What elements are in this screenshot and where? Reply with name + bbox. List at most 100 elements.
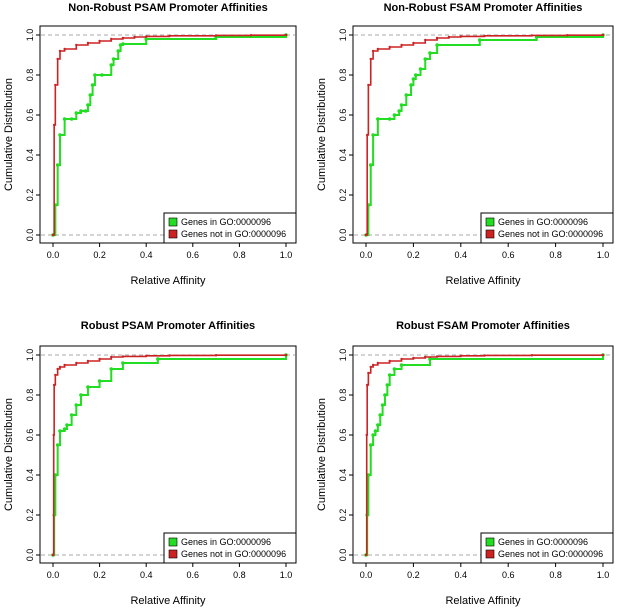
chart-title: Non-Robust FSAM Promoter Affinities [384,2,583,14]
x-tick-label: 0.4 [455,250,468,260]
data-point [365,133,369,137]
chart-title: Non-Robust PSAM Promoter Affinities [68,2,267,14]
data-point [86,103,90,107]
y-tick-label: 0.2 [338,509,348,522]
x-tick-label: 0.4 [140,250,153,260]
data-point [51,553,55,557]
data-point [74,111,79,115]
y-tick-label: 1.0 [338,29,348,42]
data-point [376,117,380,121]
data-point [368,443,373,447]
y-axis-label: Cumulative Distribution [3,78,15,191]
data-point [86,41,90,45]
x-tick-label: 0.8 [233,250,246,260]
data-point [435,36,439,40]
y-tick-label: 0.8 [25,69,35,82]
legend-swatch [168,537,178,547]
data-point [364,553,368,557]
data-point [63,47,66,51]
y-tick-label: 0.4 [25,149,35,162]
data-point [156,357,160,361]
data-point [380,403,385,407]
y-tick-label: 0.8 [338,69,348,82]
data-point [371,133,375,137]
data-point [88,93,93,97]
y-tick-label: 1.0 [25,349,35,362]
x-tick-label: 0.6 [187,250,200,260]
legend: Genes in GO:0000096 Genes not in GO:00000… [163,212,297,244]
data-point [133,35,136,39]
y-tick-label: 0.0 [25,549,35,562]
series-line [366,355,604,556]
y-tick-label: 0.6 [338,429,348,442]
x-tick-label: 0.4 [140,570,153,580]
data-point [435,355,439,358]
legend-swatch [485,217,495,227]
chart-title: Robust PSAM Promoter Affinities [81,320,255,332]
chart-panel-3: Robust PSAM Promoter Affinities 0.0 0.2 0.4… [3,320,297,607]
y-tick-label: 0.2 [25,509,35,522]
legend-swatch [485,537,495,547]
y-tick-label: 0.4 [338,149,348,162]
x-tick-label: 0.0 [47,250,60,260]
x-tick-label: 0.8 [549,250,562,260]
legend-box [163,212,297,244]
data-point [459,35,462,38]
x-axis-label: Relative Affinity [130,275,206,287]
data-point [249,34,253,37]
data-point [371,433,375,437]
data-point [373,429,378,433]
x-tick-label: 0.8 [549,570,562,580]
data-point [109,63,114,67]
series-line [53,355,287,556]
data-point [383,393,387,397]
data-point [376,361,380,365]
data-point [111,57,116,61]
chart-panel-1: Non-Robust PSAM Promoter Affinities 0.0 0.… [3,2,297,287]
y-axis-label: Cumulative Distribution [316,78,328,191]
plot-frame [39,25,297,244]
series-line [53,35,287,236]
x-tick-label: 1.0 [280,570,293,580]
data-point [75,361,78,365]
data-point [58,49,62,53]
data-point [116,49,121,53]
data-point [400,357,403,361]
legend-entry: Genes in GO:0000096 [181,217,271,227]
x-tick-label: 0.6 [187,570,200,580]
data-point [376,423,380,427]
legend-entry: Genes in GO:0000096 [498,217,588,227]
data-point [90,83,95,87]
legend: Genes in GO:0000096 Genes not in GO:00000… [480,532,614,564]
legend-swatch [485,549,495,559]
data-point [428,357,432,361]
data-point [483,34,486,37]
data-point [69,117,74,121]
series-line [365,354,604,556]
legend-swatch [485,229,495,239]
data-point [368,163,373,167]
series-line [53,34,287,236]
y-tick-label: 0.4 [338,469,348,482]
data-point [477,38,482,42]
data-point [121,361,125,365]
data-point [364,233,368,237]
series-line [52,354,287,556]
data-point [365,383,369,387]
data-point [388,45,391,49]
y-tick-label: 0.8 [25,389,35,402]
y-tick-label: 1.0 [25,29,35,42]
x-tick-label: 0.2 [407,570,420,580]
data-point [74,403,79,407]
data-point [424,38,427,42]
y-tick-label: 0.6 [25,429,35,442]
y-tick-label: 0.0 [338,549,348,562]
x-tick-label: 0.2 [93,570,106,580]
data-point [369,57,372,61]
series-genes-in [364,353,605,557]
x-tick-label: 0.2 [407,250,420,260]
legend-entry: Genes in GO:0000096 [498,537,588,547]
data-point [56,367,59,371]
series-line [366,34,604,236]
x-tick-label: 0.6 [502,250,515,260]
